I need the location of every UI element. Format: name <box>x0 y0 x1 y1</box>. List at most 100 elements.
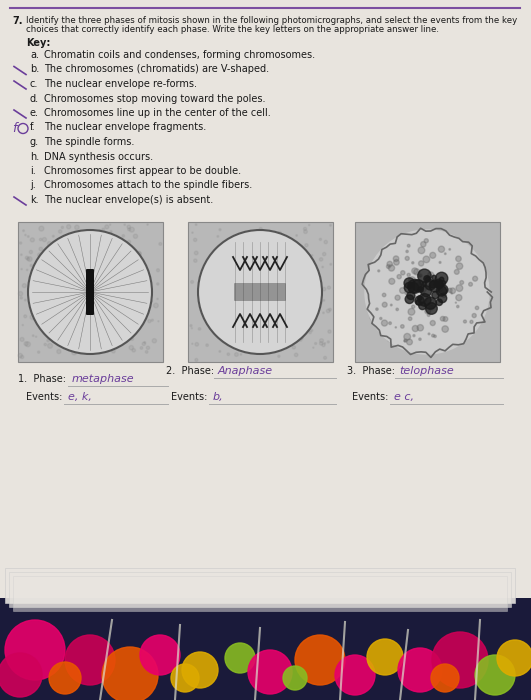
Text: k.: k. <box>30 195 39 205</box>
Circle shape <box>61 226 64 229</box>
Circle shape <box>424 300 426 302</box>
Circle shape <box>260 279 262 281</box>
Circle shape <box>248 650 292 694</box>
Circle shape <box>247 280 250 284</box>
FancyBboxPatch shape <box>0 598 531 700</box>
Circle shape <box>91 300 96 304</box>
Circle shape <box>430 232 434 236</box>
Circle shape <box>301 337 303 340</box>
Circle shape <box>287 264 289 265</box>
Circle shape <box>282 239 285 241</box>
Circle shape <box>443 316 448 321</box>
Circle shape <box>436 286 447 296</box>
Circle shape <box>367 639 403 675</box>
Circle shape <box>67 234 72 239</box>
Circle shape <box>389 279 395 284</box>
Circle shape <box>285 312 287 314</box>
Circle shape <box>22 284 27 288</box>
Text: e, k,: e, k, <box>68 392 92 402</box>
Circle shape <box>217 236 219 237</box>
Circle shape <box>124 262 129 267</box>
Circle shape <box>460 245 463 248</box>
FancyBboxPatch shape <box>355 222 500 362</box>
Circle shape <box>32 335 34 337</box>
Circle shape <box>285 238 287 240</box>
Circle shape <box>327 341 329 343</box>
Circle shape <box>328 330 331 333</box>
Circle shape <box>283 666 307 690</box>
Circle shape <box>432 275 436 279</box>
Circle shape <box>418 287 423 293</box>
Circle shape <box>75 225 79 230</box>
Circle shape <box>292 346 296 349</box>
Circle shape <box>28 236 29 237</box>
Circle shape <box>429 305 434 310</box>
Circle shape <box>239 281 241 284</box>
FancyBboxPatch shape <box>234 283 286 301</box>
Circle shape <box>417 325 424 331</box>
Circle shape <box>400 288 405 293</box>
Circle shape <box>92 326 93 328</box>
Circle shape <box>81 281 84 285</box>
Circle shape <box>449 259 453 264</box>
Circle shape <box>62 240 66 244</box>
Circle shape <box>449 285 454 290</box>
Circle shape <box>395 274 398 277</box>
Circle shape <box>421 283 425 287</box>
Circle shape <box>370 283 372 285</box>
Circle shape <box>195 342 199 346</box>
Circle shape <box>102 260 106 264</box>
Circle shape <box>54 254 58 258</box>
Circle shape <box>469 282 473 286</box>
Circle shape <box>439 262 441 263</box>
Circle shape <box>374 315 379 318</box>
Circle shape <box>429 337 433 341</box>
Circle shape <box>42 237 47 241</box>
Circle shape <box>365 230 489 354</box>
Circle shape <box>454 252 457 254</box>
Circle shape <box>392 267 397 273</box>
Circle shape <box>414 300 417 302</box>
Circle shape <box>296 234 297 236</box>
Circle shape <box>439 285 448 295</box>
Circle shape <box>28 257 32 261</box>
Circle shape <box>235 244 239 248</box>
Circle shape <box>407 273 410 276</box>
Circle shape <box>407 299 413 304</box>
Circle shape <box>443 290 445 292</box>
Circle shape <box>319 238 321 240</box>
Circle shape <box>426 260 429 261</box>
Circle shape <box>438 246 444 252</box>
Text: e c,: e c, <box>394 392 414 402</box>
Circle shape <box>426 302 437 314</box>
Circle shape <box>282 241 284 244</box>
Circle shape <box>427 314 430 316</box>
Circle shape <box>98 239 100 242</box>
Circle shape <box>61 326 63 328</box>
Circle shape <box>95 270 96 272</box>
Circle shape <box>323 300 324 301</box>
Circle shape <box>412 262 414 264</box>
Circle shape <box>253 326 257 330</box>
Circle shape <box>21 269 22 270</box>
Circle shape <box>379 292 382 295</box>
Circle shape <box>465 249 469 255</box>
Text: The spindle forms.: The spindle forms. <box>44 137 134 147</box>
Circle shape <box>21 254 22 256</box>
Circle shape <box>47 340 49 342</box>
Text: Identify the three phases of mitosis shown in the following photomicrographs, an: Identify the three phases of mitosis sho… <box>26 16 517 25</box>
Circle shape <box>75 235 78 238</box>
Text: metaphase: metaphase <box>72 374 135 384</box>
Circle shape <box>251 252 253 255</box>
Circle shape <box>259 228 262 230</box>
Circle shape <box>275 336 277 338</box>
Circle shape <box>416 300 421 305</box>
Circle shape <box>409 270 415 276</box>
Circle shape <box>319 302 322 304</box>
Circle shape <box>276 344 279 347</box>
Circle shape <box>409 263 410 265</box>
Circle shape <box>24 299 26 301</box>
Circle shape <box>304 228 306 230</box>
Circle shape <box>458 261 459 262</box>
Circle shape <box>104 236 106 238</box>
